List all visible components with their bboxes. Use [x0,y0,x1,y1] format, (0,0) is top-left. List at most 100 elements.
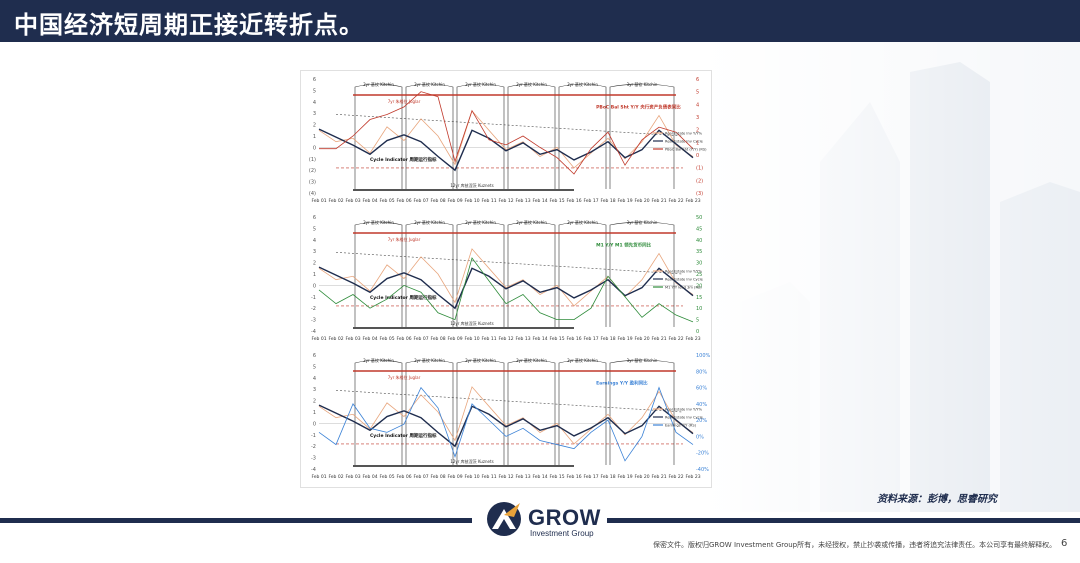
indicator-label: Cycle Indicator 周期运行指标 [370,294,437,301]
x-tick-label: Feb 05 [379,336,394,342]
logo-wordmark: GROW [528,505,601,530]
grow-logo-icon [487,502,521,536]
juglar-label: 7yr 朱格拉 Juglar [388,374,421,380]
x-tick-label: Feb 02 [328,198,343,204]
x-tick-label: Feb 19 [617,336,632,342]
y-tick-label: 5 [313,88,316,94]
kitchin-bracket [456,221,505,327]
kitchin-bracket [507,83,556,189]
y-tick-label: 1 [313,134,316,140]
x-tick-label: Feb 08 [430,336,445,342]
x-tick-label: Feb 13 [515,198,530,204]
kitchin-label: 3yr 基钦 Kitchin [414,357,445,363]
page-title: 中国经济短周期正接近转折点。 [14,11,364,39]
x-tick-label: Feb 15 [549,474,564,480]
kitchin-label: 3yr 基钦 Kitchin [627,357,658,363]
x-tick-label: Feb 17 [583,198,598,204]
y2-tick-label: 80% [696,369,707,375]
kitchin-bracket [456,83,505,189]
y-tick-label: 2 [313,123,316,129]
x-tick-label: Feb 17 [583,474,598,480]
series-line-2 [318,257,694,323]
x-tick-label: Feb 21 [651,198,666,204]
series-annotation: M1 Y/Y M1 领先货币同比 [596,242,652,249]
y2-tick-label: 1 [696,140,699,146]
y2-tick-label: 60% [696,386,707,392]
legend-label: Real Estate Inv Y/Y% [665,408,703,412]
kitchin-label: 3yr 基钦 Kitchin [516,219,547,225]
y-tick-label: 3 [313,249,316,255]
x-tick-label: Feb 10 [464,198,479,204]
x-tick-label: Feb 18 [600,336,615,342]
kitchin-bracket [609,221,675,327]
series-annotation: PBoC Bal Sht Y/Y 央行资产负债表同比 [596,104,681,111]
y-tick-label: 5 [313,364,316,370]
x-tick-label: Feb 16 [566,336,581,342]
x-tick-label: Feb 13 [515,336,530,342]
kitchin-label: 3yr 基钦 Kitchin [465,357,496,363]
logo-subtitle: Investment Group [530,529,594,538]
juglar-label: 7yr 朱格拉 Juglar [388,98,421,104]
kitchin-label: 3yr 基钦 Kitchin [363,357,394,363]
x-tick-label: Feb 06 [396,336,411,342]
x-tick-label: Feb 09 [447,474,462,480]
x-tick-label: Feb 09 [447,336,462,342]
kitchin-bracket [405,221,454,327]
kuznets-label: 12yr 库兹涅茨 Kuznets [450,320,493,326]
kitchin-label: 3yr 基钦 Kitchin [465,81,496,87]
y-tick-label: (4) [309,191,316,197]
x-tick-label: Feb 16 [566,474,581,480]
kitchin-bracket [507,359,556,465]
y2-tick-label: 40% [696,402,707,408]
y2-tick-label: 35 [696,249,702,255]
x-tick-label: Feb 20 [634,336,649,342]
x-tick-label: Feb 15 [549,336,564,342]
y2-tick-label: 40 [696,238,702,244]
kitchin-bracket [405,83,454,189]
kitchin-label: 3yr 基钦 Kitchin [627,219,658,225]
x-tick-label: Feb 22 [668,474,683,480]
x-tick-label: Feb 23 [685,336,700,342]
juglar-label: 7yr 朱格拉 Juglar [388,236,421,242]
y-tick-label: 6 [313,77,316,83]
kitchin-bracket [354,83,403,189]
y-tick-label: -2 [311,306,316,312]
x-tick-label: Feb 19 [617,474,632,480]
series-line-1 [318,128,694,172]
kitchin-label: 3yr 基钦 Kitchin [567,219,598,225]
x-tick-label: Feb 01 [311,336,326,342]
kitchin-label: 3yr 基钦 Kitchin [414,81,445,87]
kitchin-bracket [558,359,607,465]
x-tick-label: Feb 03 [345,336,360,342]
series-line-2 [318,386,694,462]
x-tick-label: Feb 08 [430,474,445,480]
y-tick-label: 3 [313,387,316,393]
x-tick-label: Feb 08 [430,198,445,204]
series-annotation: Earnings Y/Y 盈利同比 [596,380,648,387]
series-line-2 [319,91,694,175]
kitchin-label: 3yr 基钦 Kitchin [414,219,445,225]
y-tick-label: 0 [313,283,316,289]
x-tick-label: Feb 14 [532,474,547,480]
y2-tick-label: (3) [696,191,703,197]
chart-pboc: 6 5 4 3 2 1 0 (1) (2) (3) (4) 6 5 4 3 2 1 0 (1) (2) (3) 3yr 基… [309,77,707,204]
y2-tick-label: 20% [696,418,707,424]
y-tick-label: -3 [311,456,316,462]
y-tick-label: 1 [313,410,316,416]
x-tick-label: Feb 06 [396,198,411,204]
x-tick-label: Feb 18 [600,474,615,480]
y-tick-label: 0 [313,145,316,151]
x-tick-label: Feb 02 [328,474,343,480]
x-tick-label: Feb 13 [515,474,530,480]
x-tick-label: Feb 01 [311,474,326,480]
legend-label: Real Estate Inv Cycle [665,140,704,144]
y-tick-label: -4 [311,467,316,473]
x-tick-label: Feb 03 [345,198,360,204]
y2-tick-label: 0 [696,153,699,159]
y-tick-label: 6 [313,353,316,359]
y2-tick-label: (2) [696,178,703,184]
y-tick-label: 4 [313,100,316,106]
y2-tick-label: 6 [696,77,699,83]
kitchin-label: 3yr 基钦 Kitchin [363,81,394,87]
